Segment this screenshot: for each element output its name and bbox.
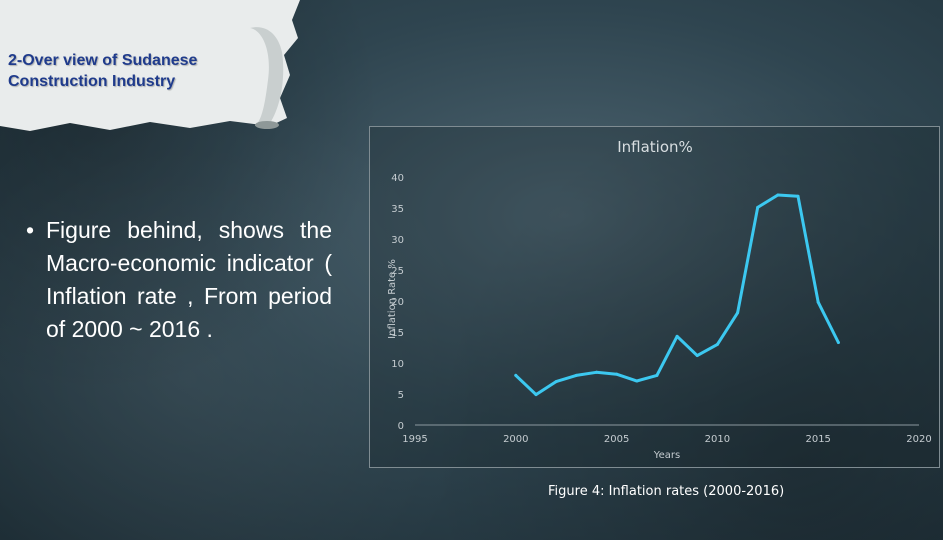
data-point (816, 300, 820, 304)
x-tick-label: 1995 (402, 434, 427, 445)
y-tick-label: 35 (391, 204, 404, 215)
y-tick-label: 10 (391, 359, 404, 370)
data-point (615, 372, 619, 376)
inflation-chart-svg: Inflation% Years Inflation Rate % 0 5 10 15… (387, 138, 932, 461)
chart-title: Inflation% (617, 138, 693, 156)
axes: 0 5 10 15 20 25 30 35 40 1995 2000 2005 2010 2015 2020 (391, 173, 931, 445)
y-tick-label: 15 (391, 328, 404, 339)
data-point (695, 354, 699, 358)
data-point (655, 373, 659, 377)
data-point (594, 370, 598, 374)
bullet-text: Figure behind, shows the Macro-economic … (46, 217, 332, 342)
x-tick-label: 2000 (503, 434, 528, 445)
x-tick-label: 2005 (604, 434, 629, 445)
x-tick-label: 2010 (705, 434, 730, 445)
y-tick-label: 5 (398, 390, 404, 401)
x-tick-label: 2015 (805, 434, 830, 445)
data-point (756, 205, 760, 209)
data-point (514, 373, 518, 377)
data-point (635, 379, 639, 383)
data-point (574, 373, 578, 377)
y-tick-label: 40 (391, 173, 404, 184)
y-tick-label: 0 (398, 421, 404, 432)
data-point (675, 334, 679, 338)
page-title-line-1: 2-Over view of Sudanese (8, 52, 198, 69)
data-point (796, 194, 800, 198)
data-point (715, 342, 719, 346)
y-tick-label: 30 (391, 235, 404, 246)
data-point (776, 193, 780, 197)
series-line (514, 193, 840, 397)
y-tick-label: 25 (391, 266, 404, 277)
bullet-marker: • (26, 217, 35, 243)
data-point (534, 393, 538, 397)
y-tick-label: 20 (391, 297, 404, 308)
y-axis-label: Inflation Rate % (387, 259, 398, 339)
x-tick-label: 2020 (906, 434, 931, 445)
series-inflation (514, 193, 840, 397)
data-point (554, 380, 558, 384)
inflation-chart: Inflation% Years Inflation Rate % 0 5 10 15… (369, 126, 940, 468)
x-axis-label: Years (653, 450, 680, 461)
figure-caption: Figure 4: Inflation rates (2000-2016) (548, 484, 785, 499)
bullet-point: • Figure behind, shows the Macro-economi… (26, 214, 332, 346)
page-title: 2-Over view of Sudanese Construction Ind… (8, 50, 268, 92)
page-title-line-2: Construction Industry (8, 73, 176, 90)
data-point (836, 341, 840, 345)
data-point (736, 311, 740, 315)
torn-paper-title-banner: 2-Over view of Sudanese Construction Ind… (0, 0, 300, 140)
